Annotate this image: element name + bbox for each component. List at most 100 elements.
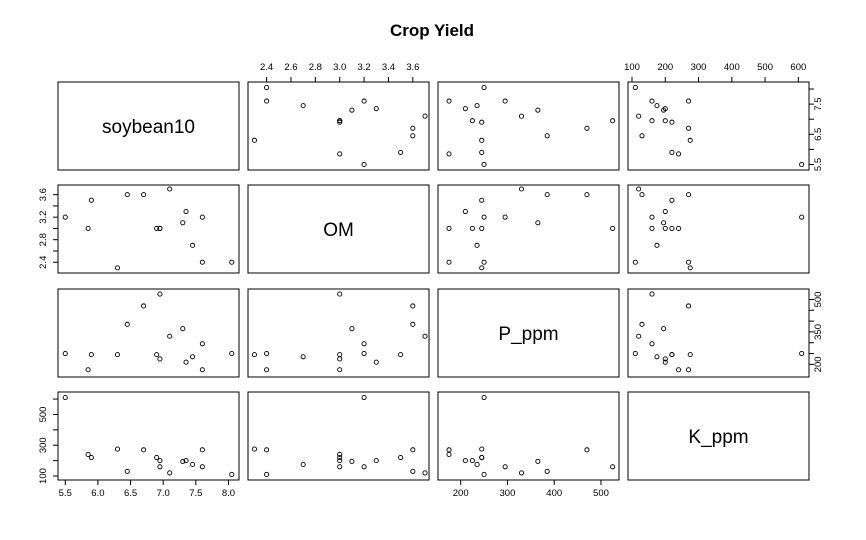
point-soybean10-vs-p-ppm-9 <box>518 113 525 119</box>
point-soybean10-vs-p-ppm-6 <box>479 119 485 125</box>
point-p-ppm-vs-om-6 <box>337 352 343 358</box>
panel-k-ppm-vs-p-ppm <box>437 391 620 481</box>
point-om-vs-soybean10-6 <box>154 225 160 231</box>
diagonal-label-soybean10: soybean10 <box>102 117 195 138</box>
point-om-vs-soybean10-1 <box>85 225 91 231</box>
point-k-ppm-vs-soybean10-12 <box>190 461 196 468</box>
point-k-ppm-vs-p-ppm-8 <box>469 458 475 464</box>
point-k-ppm-vs-p-ppm-6 <box>479 454 485 461</box>
point-p-ppm-vs-soybean10-3 <box>114 352 121 358</box>
x-tick-label-bottom-p-ppm-2: 400 <box>546 488 562 499</box>
point-k-ppm-vs-soybean10-7 <box>157 464 163 470</box>
point-om-vs-k-ppm-3 <box>687 265 693 271</box>
point-soybean10-vs-om-2 <box>398 149 404 155</box>
x-tick-label-top-k-ppm-3: 400 <box>724 62 740 73</box>
y-tick-label-left-om-2: 2.8 <box>38 233 49 246</box>
point-p-ppm-vs-k-ppm-3 <box>687 352 693 358</box>
point-p-ppm-vs-k-ppm-7 <box>649 291 655 297</box>
panel-k-ppm-vs-om <box>247 391 430 481</box>
point-p-ppm-vs-soybean10-14 <box>199 367 205 373</box>
point-om-vs-soybean10-11 <box>183 208 189 215</box>
x-tick-label-bottom-soybean10-4: 7.5 <box>189 488 202 499</box>
point-om-vs-k-ppm-6 <box>669 225 675 231</box>
point-soybean10-vs-om-8 <box>337 118 343 124</box>
point-om-vs-p-ppm-8 <box>469 225 475 231</box>
point-soybean10-vs-k-ppm-5 <box>686 125 692 131</box>
point-p-ppm-vs-k-ppm-0 <box>799 350 805 357</box>
point-soybean10-vs-k-ppm-14 <box>686 98 692 104</box>
point-om-vs-p-ppm-11 <box>462 208 468 215</box>
panel-soybean10-vs-p-ppm <box>437 81 620 171</box>
point-om-vs-p-ppm-2 <box>479 197 485 203</box>
x-tick-label-top-om-5: 3.4 <box>382 62 395 73</box>
point-soybean10-vs-om-12 <box>300 103 306 109</box>
point-om-vs-k-ppm-12 <box>654 242 660 248</box>
point-soybean10-vs-om-15 <box>264 84 270 91</box>
x-tick-label-bottom-p-ppm-3: 500 <box>593 488 609 499</box>
x-tick-label-top-om-3: 3.0 <box>333 62 346 73</box>
point-om-vs-k-ppm-7 <box>649 225 655 231</box>
point-p-ppm-vs-soybean10-10 <box>180 326 186 332</box>
point-soybean10-vs-om-3 <box>251 137 257 143</box>
point-om-vs-k-ppm-4 <box>639 192 645 198</box>
x-tick-label-top-k-ppm-2: 300 <box>691 62 707 73</box>
y-tick-label-left-k-ppm-0: 100 <box>38 468 49 484</box>
point-om-vs-soybean10-13 <box>199 214 205 220</box>
point-om-vs-p-ppm-5 <box>584 192 590 198</box>
y-tick-label-right-soybean10-2: 6.5 <box>813 128 824 141</box>
x-tick-label-bottom-soybean10-5: 8.0 <box>222 488 235 499</box>
point-soybean10-vs-p-ppm-8 <box>469 118 475 124</box>
diagonal-label-p-ppm: P_ppm <box>498 324 558 345</box>
point-p-ppm-vs-soybean10-1 <box>85 367 91 373</box>
panel-soybean10-vs-k-ppm <box>627 81 810 171</box>
point-p-ppm-vs-soybean10-4 <box>124 321 130 327</box>
point-k-ppm-vs-om-8 <box>337 458 343 464</box>
point-om-vs-k-ppm-15 <box>632 259 638 265</box>
point-om-vs-p-ppm-4 <box>544 192 550 198</box>
point-om-vs-p-ppm-7 <box>610 225 616 231</box>
point-p-ppm-vs-om-14 <box>264 367 270 373</box>
point-k-ppm-vs-soybean10-13 <box>199 464 205 470</box>
point-k-ppm-vs-om-9 <box>422 470 428 476</box>
point-soybean10-vs-k-ppm-3 <box>687 137 693 143</box>
point-soybean10-vs-p-ppm-1 <box>446 151 452 157</box>
point-soybean10-vs-om-10 <box>349 107 355 113</box>
point-k-ppm-vs-om-1 <box>337 451 343 458</box>
point-om-vs-soybean10-5 <box>141 192 147 198</box>
point-k-ppm-vs-p-ppm-7 <box>610 464 616 470</box>
y-tick-label-left-om-6: 3.6 <box>38 188 49 201</box>
panel-p-ppm-vs-k-ppm <box>627 288 810 378</box>
point-p-ppm-vs-om-9 <box>422 333 428 339</box>
point-om-vs-k-ppm-8 <box>662 225 668 231</box>
point-om-vs-p-ppm-10 <box>535 220 541 226</box>
point-om-vs-soybean10-0 <box>62 214 68 220</box>
point-p-ppm-vs-om-15 <box>264 350 270 357</box>
y-tick-label-right-p-ppm-3: 350 <box>813 324 824 340</box>
y-tick-label-left-om-4: 3.2 <box>38 211 49 224</box>
point-p-ppm-vs-k-ppm-6 <box>669 352 675 358</box>
point-soybean10-vs-om-5 <box>410 125 416 131</box>
x-tick-label-top-om-1: 2.6 <box>284 62 297 73</box>
chart-title: Crop Yield <box>390 21 474 40</box>
point-p-ppm-vs-om-13 <box>361 341 367 347</box>
point-k-ppm-vs-p-ppm-10 <box>535 458 541 464</box>
point-om-vs-soybean10-3 <box>114 265 121 271</box>
point-k-ppm-vs-soybean10-1 <box>85 451 91 458</box>
point-p-ppm-vs-om-1 <box>337 367 343 373</box>
point-om-vs-k-ppm-0 <box>799 214 805 220</box>
y-tick-label-left-k-ppm-2: 300 <box>38 437 49 453</box>
x-tick-label-bottom-soybean10-2: 6.5 <box>124 488 137 499</box>
point-p-ppm-vs-soybean10-11 <box>183 359 189 365</box>
y-tick-label-right-soybean10-0: 5.5 <box>813 158 824 171</box>
panel-om-vs-k-ppm <box>627 184 810 274</box>
point-om-vs-p-ppm-13 <box>502 214 508 220</box>
point-om-vs-k-ppm-13 <box>649 214 655 220</box>
y-tick-label-right-p-ppm-6: 500 <box>813 292 824 308</box>
point-k-ppm-vs-p-ppm-5 <box>584 447 590 453</box>
point-soybean10-vs-p-ppm-14 <box>446 98 452 104</box>
point-soybean10-vs-p-ppm-13 <box>502 98 508 104</box>
point-p-ppm-vs-om-5 <box>410 303 416 309</box>
point-k-ppm-vs-soybean10-15 <box>229 471 235 478</box>
point-k-ppm-vs-soybean10-11 <box>183 458 189 464</box>
point-p-ppm-vs-k-ppm-13 <box>649 341 655 347</box>
